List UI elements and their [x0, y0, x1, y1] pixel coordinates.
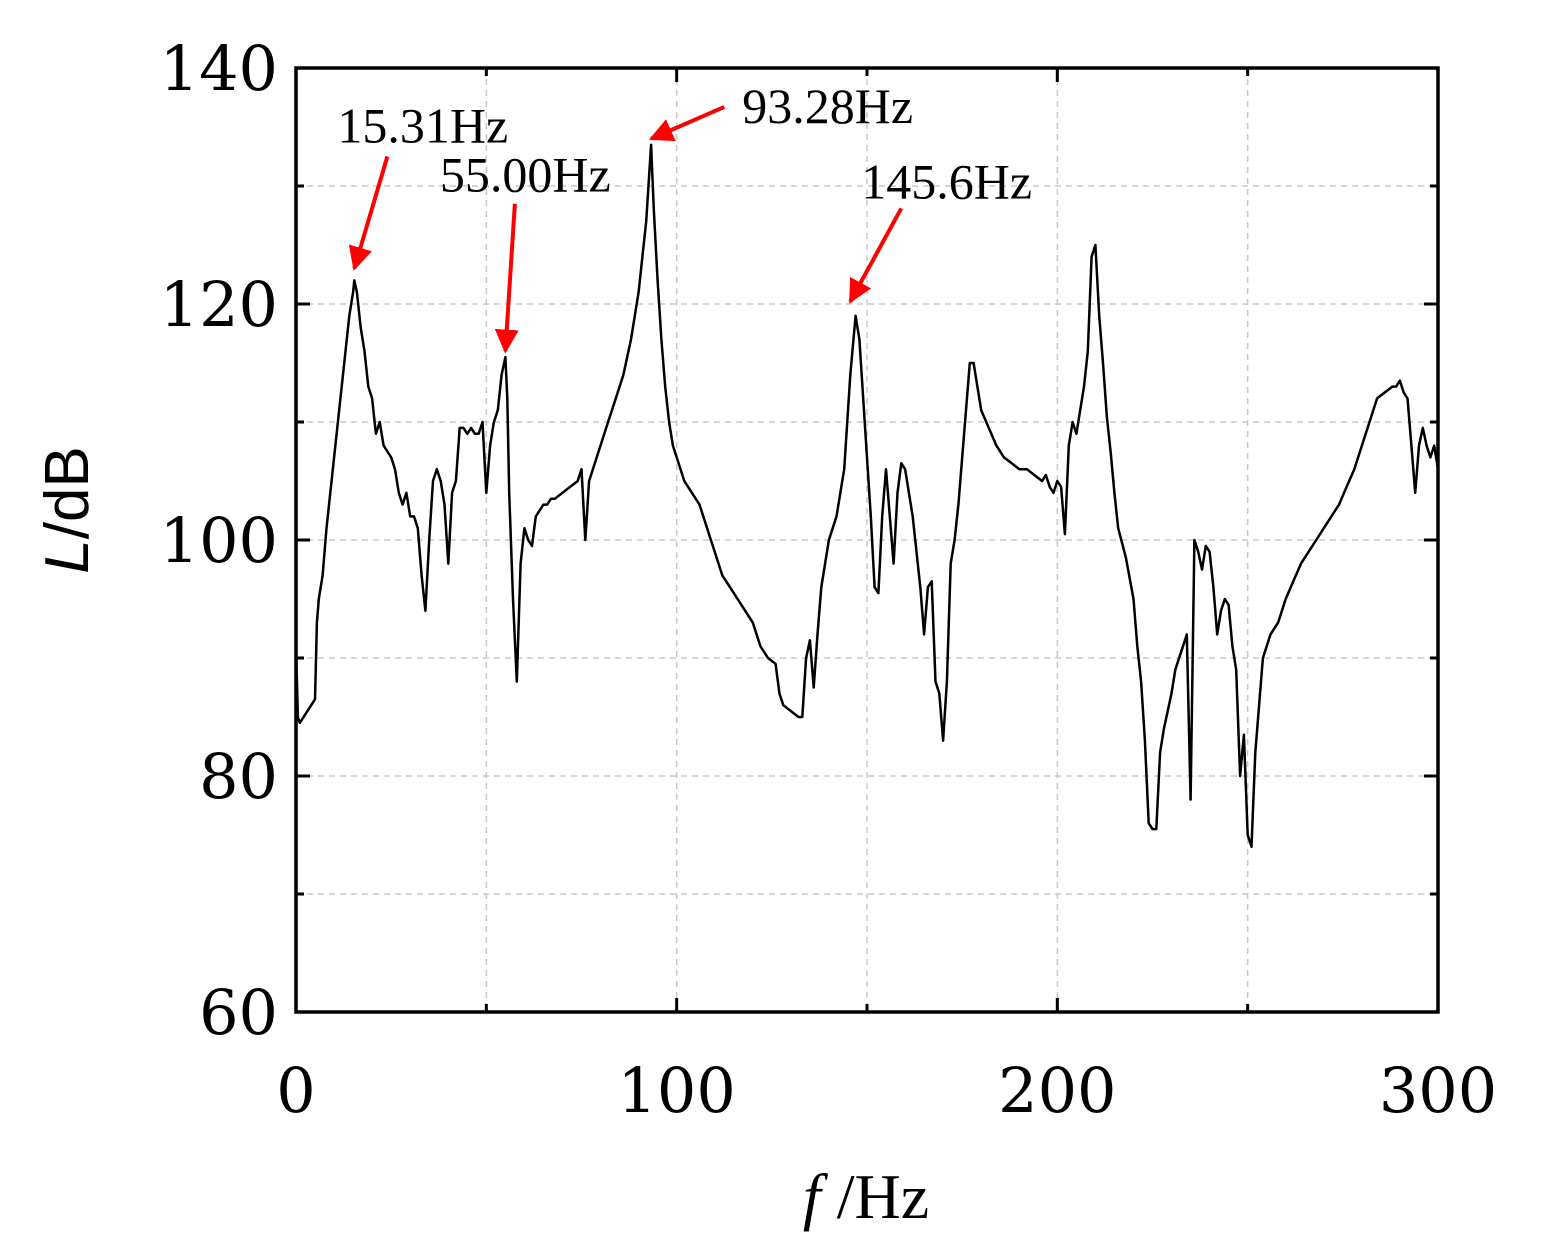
y-tick-label: 60	[199, 976, 278, 1049]
y-tick-label: 80	[199, 740, 278, 813]
spectrum-series-line-1	[296, 143, 1438, 849]
y-axis-unit: /dB	[33, 446, 102, 539]
peak-label: 93.28Hz	[742, 78, 913, 134]
x-tick-label: 100	[617, 1054, 735, 1127]
x-axis-unit: /Hz	[821, 1161, 929, 1232]
peak-label: 145.6Hz	[861, 153, 1032, 209]
peak-arrow	[648, 105, 726, 142]
y-tick-label: 100	[160, 504, 278, 577]
y-axis-title: L/dB	[33, 446, 102, 574]
y-axis-variable: L	[33, 539, 102, 573]
x-tick-label: 300	[1379, 1054, 1497, 1127]
peak-arrow	[848, 207, 904, 304]
grid-lines	[296, 68, 1438, 1012]
x-tick-label: 0	[276, 1054, 315, 1127]
axis-ticks: 0 100 200 300 60 80 100 120 140	[160, 32, 1498, 1127]
x-tick-label: 200	[998, 1054, 1116, 1127]
x-axis-title: f /Hz	[803, 1161, 929, 1232]
y-tick-label: 120	[160, 268, 278, 341]
peak-arrow	[494, 203, 519, 354]
y-tick-label: 140	[160, 32, 278, 105]
spectrum-line-layer	[296, 143, 1438, 849]
peak-label: 15.31Hz	[337, 98, 508, 154]
peak-arrow	[348, 155, 390, 271]
peak-label: 55.00Hz	[440, 147, 611, 203]
